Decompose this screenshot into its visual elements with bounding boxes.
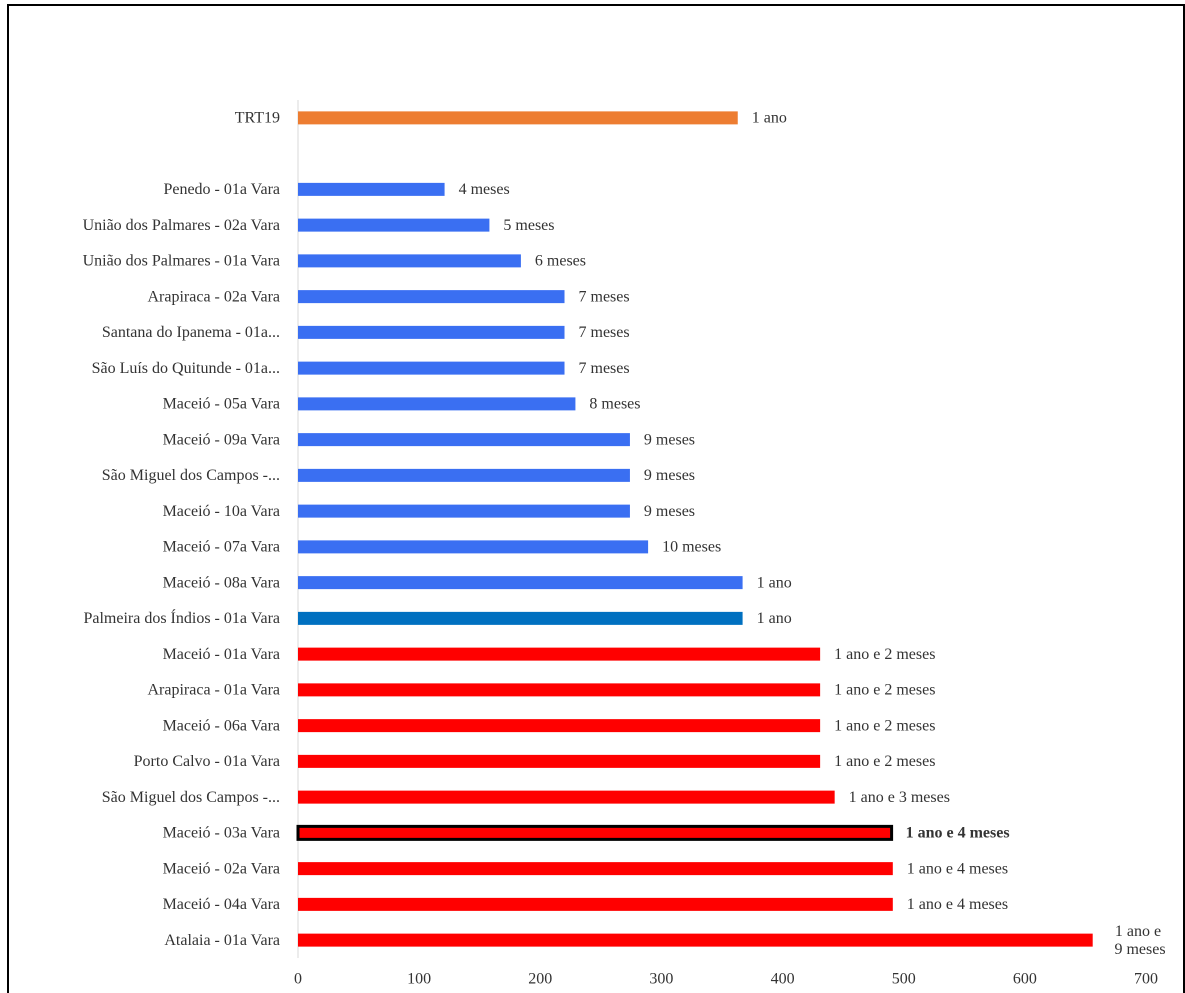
data-label: 1 ano e 2 meses — [834, 753, 935, 770]
bar — [298, 504, 630, 518]
bar — [298, 933, 1093, 947]
bar — [298, 290, 565, 304]
bar — [298, 182, 445, 196]
y-tick-label: Maceió - 01a Vara — [163, 646, 280, 663]
bar — [298, 754, 821, 768]
y-tick-label: Maceió - 07a Vara — [163, 539, 280, 556]
data-label: 5 meses — [503, 217, 554, 234]
bar — [298, 433, 630, 447]
data-label: 1 ano — [757, 574, 792, 591]
y-tick-label: Maceió - 04a Vara — [163, 896, 280, 913]
data-label: 9 meses — [644, 467, 695, 484]
data-label: 4 meses — [459, 181, 510, 198]
y-tick-label: Maceió - 09a Vara — [163, 431, 280, 448]
bar — [298, 540, 649, 554]
y-tick-label: São Miguel dos Campos -... — [102, 789, 280, 806]
data-label: 1 ano e 3 meses — [849, 789, 950, 806]
data-label: 1 ano — [757, 610, 792, 627]
bar — [298, 611, 743, 625]
bar — [298, 790, 835, 804]
y-tick-label: Maceió - 05a Vara — [163, 396, 280, 413]
y-tick-label: São Miguel dos Campos -... — [102, 467, 280, 484]
y-tick-label: União dos Palmares - 02a Vara — [83, 217, 280, 234]
x-tick-label: 200 — [528, 971, 552, 988]
x-tick-label: 700 — [1134, 971, 1158, 988]
data-label: 9 meses — [644, 503, 695, 520]
y-tick-label: Santana do Ipanema - 01a... — [102, 324, 280, 341]
bar — [298, 468, 630, 482]
data-label: 7 meses — [579, 324, 630, 341]
y-tick-label: Maceió - 10a Vara — [163, 503, 280, 520]
data-label: 1 ano — [752, 110, 787, 127]
data-label: 1 ano e 2 meses — [834, 717, 935, 734]
data-label: 7 meses — [579, 360, 630, 377]
y-tick-label: Penedo - 01a Vara — [163, 181, 280, 198]
data-label: 1 ano e 2 meses — [834, 646, 935, 663]
bar — [298, 576, 743, 590]
data-label: 1 ano e 4 meses — [907, 860, 1008, 877]
y-tick-label: Arapiraca - 02a Vara — [147, 288, 280, 305]
data-label: 9 meses — [644, 431, 695, 448]
bar — [298, 719, 821, 733]
bar — [298, 218, 490, 232]
data-label: 7 meses — [579, 288, 630, 305]
x-tick-label: 0 — [294, 971, 302, 988]
y-tick-label: Maceió - 08a Vara — [163, 574, 280, 591]
bar — [298, 897, 893, 911]
x-tick-label: 400 — [771, 971, 795, 988]
bar — [298, 111, 738, 125]
y-tick-label: Maceió - 06a Vara — [163, 717, 280, 734]
data-label: 10 meses — [662, 539, 721, 556]
bar — [298, 397, 576, 411]
bar — [298, 862, 893, 876]
chart-frame — [7, 4, 1185, 993]
data-label: 1 ano e 2 meses — [834, 682, 935, 699]
x-tick-label: 600 — [1013, 971, 1037, 988]
data-label: 8 meses — [589, 396, 640, 413]
y-tick-label: Maceió - 03a Vara — [163, 825, 280, 842]
data-label: 6 meses — [535, 253, 586, 270]
y-tick-label: Arapiraca - 01a Vara — [147, 682, 280, 699]
y-tick-label: União dos Palmares - 01a Vara — [83, 253, 280, 270]
y-tick-label: Palmeira dos Índios - 01a Vara — [83, 608, 280, 627]
y-tick-label: Atalaia - 01a Vara — [164, 932, 280, 949]
x-tick-label: 300 — [649, 971, 673, 988]
bar — [298, 683, 821, 697]
bar — [298, 647, 821, 661]
x-tick-label: 500 — [892, 971, 916, 988]
y-tick-label: São Luís do Quitunde - 01a... — [92, 360, 280, 377]
x-tick-label: 100 — [407, 971, 431, 988]
data-label: 1 ano e 9 meses — [1114, 923, 1165, 958]
bar — [298, 254, 521, 268]
bar — [298, 361, 565, 375]
bar — [296, 824, 894, 841]
bar — [298, 325, 565, 339]
y-tick-label: Maceió - 02a Vara — [163, 860, 280, 877]
y-tick-label: TRT19 — [235, 110, 280, 127]
data-label: 1 ano e 4 meses — [907, 896, 1008, 913]
y-tick-label: Porto Calvo - 01a Vara — [134, 753, 280, 770]
data-label: 1 ano e 4 meses — [906, 825, 1010, 842]
